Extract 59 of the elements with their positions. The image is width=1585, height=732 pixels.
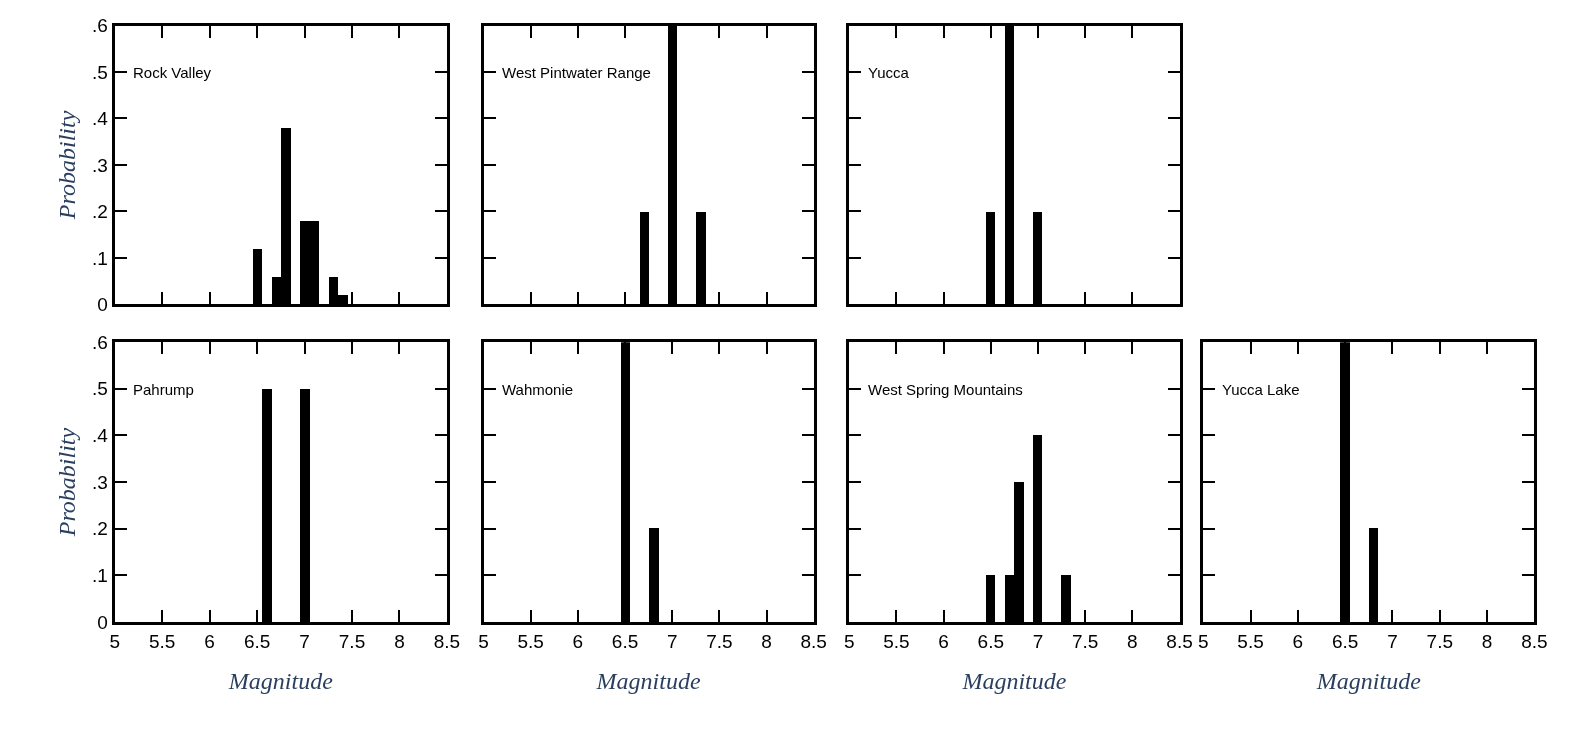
text: Yucca bbox=[868, 64, 910, 81]
x-tick-label: 8 bbox=[761, 630, 772, 652]
x-tick-label: 7.5 bbox=[1071, 630, 1099, 652]
y-tick-label: .2 bbox=[92, 518, 108, 540]
x-tick-label: 8 bbox=[394, 630, 405, 652]
text: Rock Valley bbox=[133, 64, 212, 81]
y-tick-label: 0 bbox=[97, 293, 108, 315]
x-tick-label: 8.5 bbox=[1521, 630, 1548, 652]
x-tick-label: 5 bbox=[1197, 630, 1209, 652]
x-tick-label: 6.5 bbox=[243, 630, 271, 652]
x-tick-label: 7 bbox=[666, 630, 678, 652]
x-tick-label: 5 bbox=[109, 630, 121, 652]
x-tick-label: 5.5 bbox=[148, 630, 176, 652]
x-tick-label: 8 bbox=[1481, 630, 1493, 652]
y-tick-label: .3 bbox=[92, 154, 108, 176]
x-axis-title: Magnitude bbox=[595, 668, 701, 695]
x-tick-label: 7 bbox=[1032, 630, 1044, 652]
x-tick-label: 7 bbox=[1387, 630, 1398, 652]
text: Pahrump bbox=[133, 381, 194, 398]
x-tick-label: 7.5 bbox=[1426, 630, 1454, 652]
y-tick-label: .6 bbox=[92, 331, 108, 353]
x-tick-label: 6 bbox=[938, 630, 949, 652]
text: West Spring Mountains bbox=[868, 381, 1023, 398]
y-tick-label: 0 bbox=[97, 611, 108, 633]
x-tick-label: 5 bbox=[478, 630, 489, 652]
x-tick-label: 6 bbox=[1292, 630, 1304, 652]
x-tick-label: 5 bbox=[844, 630, 855, 652]
x-tick-label: 8 bbox=[1127, 630, 1138, 652]
x-tick-label: 6 bbox=[204, 630, 215, 652]
text: Wahmonie bbox=[502, 381, 574, 398]
x-tick-label: 6.5 bbox=[611, 630, 639, 652]
x-tick-label: 6.5 bbox=[1331, 630, 1359, 652]
x-axis-title: Magnitude bbox=[961, 668, 1067, 695]
text: Yucca Lake bbox=[1222, 381, 1300, 398]
y-tick-label: .4 bbox=[92, 108, 109, 130]
y-axis-title: Probability bbox=[54, 110, 81, 221]
x-tick-label: 6 bbox=[572, 630, 584, 652]
x-tick-label: 5.5 bbox=[883, 630, 910, 652]
x-tick-label: 7 bbox=[299, 630, 310, 652]
x-tick-label: 8.5 bbox=[433, 630, 461, 652]
x-tick-label: 5.5 bbox=[1237, 630, 1264, 652]
x-tick-label: 6.5 bbox=[977, 630, 1005, 652]
y-tick-label: .6 bbox=[92, 15, 108, 37]
x-tick-label: 7.5 bbox=[338, 630, 366, 652]
y-axis-title: Probability bbox=[54, 427, 81, 538]
x-tick-label: 8.5 bbox=[1166, 630, 1193, 652]
y-tick-label: .1 bbox=[92, 247, 108, 269]
x-axis-title: Magnitude bbox=[1315, 668, 1422, 695]
y-tick-label: .4 bbox=[92, 425, 109, 447]
y-tick-label: .5 bbox=[92, 61, 108, 83]
y-tick-label: .1 bbox=[92, 564, 108, 586]
x-axis-title: Magnitude bbox=[227, 668, 334, 695]
text: West Pintwater Range bbox=[502, 64, 651, 81]
y-tick-label: .2 bbox=[92, 201, 108, 223]
x-tick-label: 5.5 bbox=[517, 630, 544, 652]
x-tick-label: 8.5 bbox=[800, 630, 827, 652]
y-tick-label: .5 bbox=[92, 378, 108, 400]
x-tick-label: 7.5 bbox=[706, 630, 733, 652]
y-tick-label: .3 bbox=[92, 471, 108, 493]
